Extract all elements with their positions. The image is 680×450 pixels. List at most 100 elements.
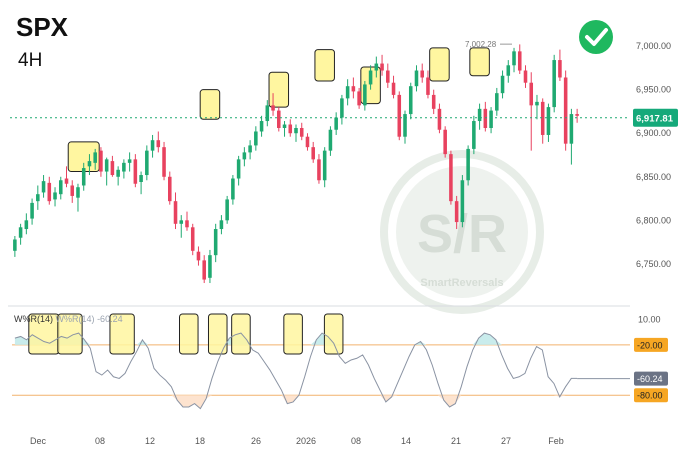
candle-body [552,60,556,108]
candle-body [322,150,327,181]
candle [299,122,304,141]
candle-body [386,70,390,83]
price-tick-label: 6,800.00 [636,215,671,225]
time-tick-label: 08 [95,436,105,446]
candle-body [357,91,361,106]
high-marker-label: 7,002.28 [465,40,497,49]
candle-body [546,107,551,135]
candle-body [53,192,57,200]
candle [345,79,350,106]
wr-highlight-box [323,313,344,355]
candle-body [506,65,511,76]
candle-body [495,93,499,111]
candle [236,155,241,186]
candle-body [122,162,126,172]
time-tick-label: 2026 [296,436,316,446]
williams-r-pane [12,313,630,410]
candle-body [173,201,178,224]
candle [242,147,247,167]
candle-body [196,251,201,261]
candle-body [127,159,132,163]
candle-body [58,180,63,195]
watermark-small: SmartReversals [420,277,503,289]
oversold-fill [14,395,578,409]
candle [150,134,155,158]
candle [431,89,436,115]
candle [18,223,23,245]
candle-body [179,220,184,224]
candle [173,192,178,230]
candle [139,171,143,195]
candle [454,195,459,230]
candle [397,91,402,141]
candle [259,115,264,137]
candle [202,255,206,284]
candle-body [466,148,470,181]
candle [213,223,218,263]
candle [58,176,63,200]
candle-body [47,182,52,202]
candle [110,155,115,177]
price-highlight-boxes [67,47,490,173]
candle-body [363,84,367,106]
candle-body [13,239,17,251]
candle [288,119,293,137]
candle [403,110,407,144]
candle [380,54,384,76]
candle-body [277,110,281,128]
wr-highlight-box [109,313,135,355]
candle-body [93,152,97,163]
candle-body [489,110,493,128]
candle-body [449,154,453,202]
price-highlight-box [314,49,335,82]
indicator-name: W%R(14) [14,314,54,324]
candle-body [575,114,579,116]
wr-highlight-box [57,313,83,355]
candle [13,236,17,257]
candle [254,126,258,151]
candle [208,249,212,284]
candle [36,185,40,210]
candle-body [397,94,402,137]
candle [483,101,488,132]
candle-body [311,147,315,160]
candle-body [64,178,69,184]
candle [30,198,34,225]
candle-body [24,220,29,230]
candle-body [259,121,264,132]
candle-body [185,220,189,228]
indicator-label: W%R(14) W%R(14) -60.24 [14,314,123,324]
williams-r-line [14,332,578,410]
candle [472,115,476,155]
time-tick-label: 21 [451,436,461,446]
candle-body [265,105,270,122]
high-price-marker: 7,002.28 [465,40,512,49]
candle [340,94,344,125]
candle [156,131,161,153]
candle-body [305,136,310,148]
candle-body [523,70,528,83]
candle-body [317,159,321,181]
time-tick-label: 12 [145,436,155,446]
candle [162,141,166,181]
candle-body [299,128,304,137]
candle-body [483,108,488,128]
candle-body [110,161,115,176]
wr-tick-label: -60.24 [637,374,663,384]
candle-body [41,181,46,193]
time-tick-label: 18 [195,436,205,446]
candle [282,121,287,137]
wr-tick-badge [634,388,668,403]
candle [196,246,201,266]
candle-body [271,105,275,111]
candle-body [328,129,333,151]
timeframe-label: 4H [18,50,43,71]
wr-tick-label: -20.00 [637,340,663,350]
candle-body [104,159,109,172]
candle [495,87,499,116]
last-price-label: 6,917.81 [636,114,674,125]
time-tick-label: Feb [548,436,564,446]
candle-body [282,124,287,128]
candle-body [231,178,235,200]
candle-body [208,255,212,278]
